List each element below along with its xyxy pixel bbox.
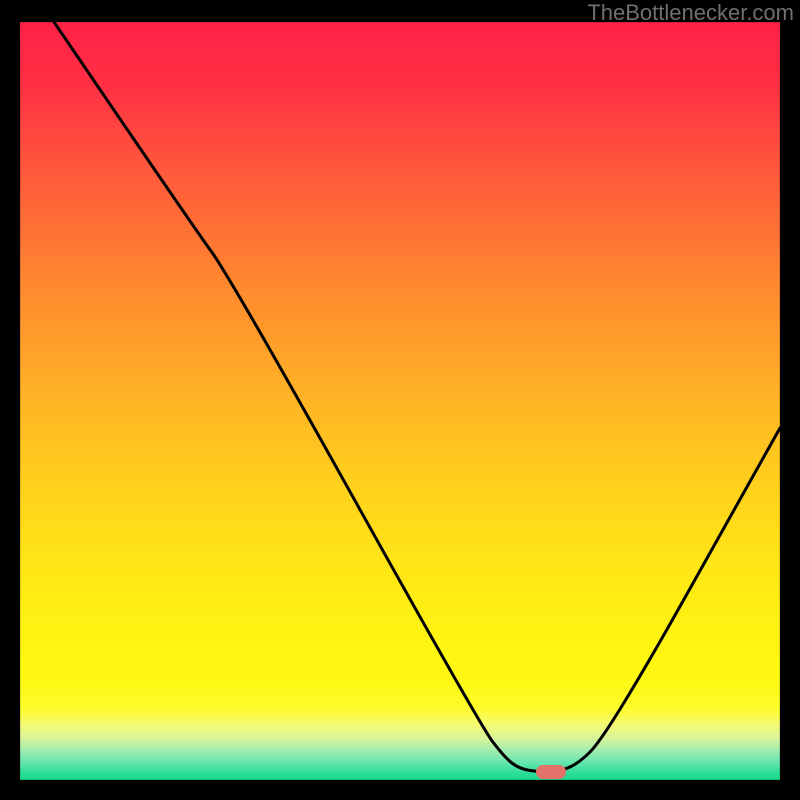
plot-border bbox=[19, 21, 782, 782]
watermark-text: TheBottlenecker.com bbox=[587, 0, 794, 26]
chart-container: TheBottlenecker.com bbox=[0, 0, 800, 800]
optimum-marker bbox=[536, 765, 566, 779]
curve-line bbox=[54, 22, 780, 772]
chart-overlay bbox=[0, 0, 800, 800]
